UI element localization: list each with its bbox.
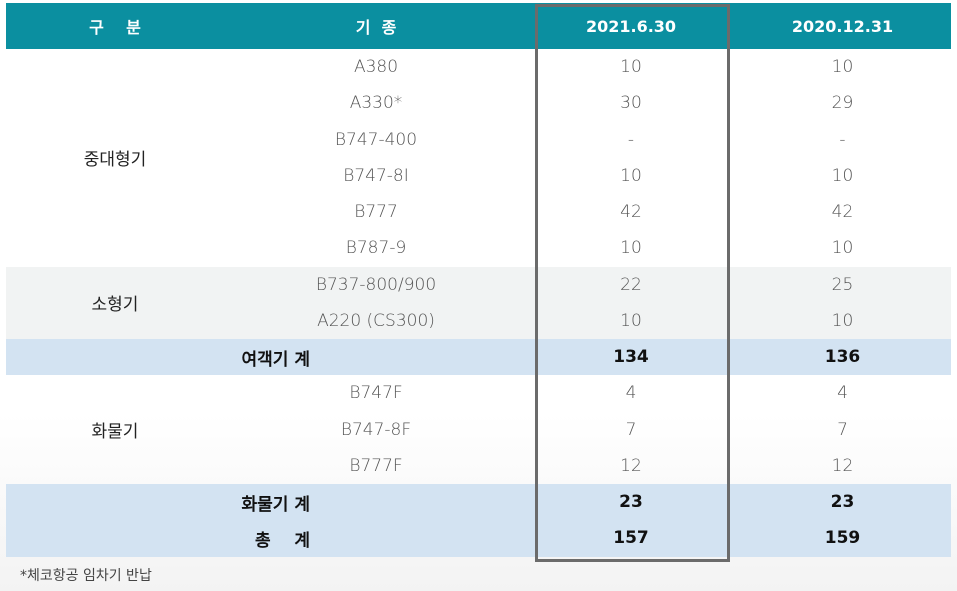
passenger-subtotal-row: 여객기 계 134 136 bbox=[6, 339, 951, 376]
cargo-subtotal-2021: 23 bbox=[528, 484, 734, 521]
count-2020-cell: 10 bbox=[831, 238, 854, 259]
table-row: 화물기 B747F 4 4 bbox=[6, 375, 951, 442]
count-2021-cell: 10 bbox=[528, 302, 734, 339]
grand-total-row: 총 계 157 159 bbox=[6, 520, 951, 557]
cargo-subtotal-label: 화물기 계 bbox=[6, 484, 528, 521]
count-2021-cell: 10 bbox=[620, 57, 642, 78]
table-row: 중대형기 A380 10 10 bbox=[6, 49, 951, 170]
aircraft-type-cell: B747F bbox=[349, 383, 403, 404]
group-label-cargo: 화물기 bbox=[91, 422, 139, 443]
aircraft-type-cell: A330* bbox=[349, 93, 403, 114]
passenger-subtotal-2020: 136 bbox=[734, 339, 951, 376]
group-label-narrowbody: 소형기 bbox=[6, 266, 224, 339]
header-category: 구 분 bbox=[89, 18, 141, 37]
aircraft-type-cell: B777 bbox=[354, 202, 398, 223]
count-2020-cell: 42 bbox=[831, 202, 854, 223]
grand-total-2021: 157 bbox=[528, 520, 734, 557]
fleet-table: 구 분 기 종 2021.6.30 2020.12.31 중대형기 A380 1… bbox=[6, 3, 951, 557]
table-row: B777 42 42 bbox=[6, 194, 951, 230]
header-date-2020: 2020.12.31 bbox=[791, 16, 894, 36]
aircraft-type-cell: B747-400 bbox=[334, 129, 418, 150]
aircraft-type-cell: B777F bbox=[349, 455, 403, 476]
count-2021-cell: 4 bbox=[625, 383, 637, 404]
aircraft-type-cell: B747-8F bbox=[340, 419, 412, 440]
count-2021-cell: 42 bbox=[620, 202, 642, 223]
table-row: B787-9 10 10 bbox=[6, 230, 951, 266]
aircraft-type-cell: B737-800/900 bbox=[224, 266, 528, 303]
table-header-row: 구 분 기 종 2021.6.30 2020.12.31 bbox=[6, 3, 951, 49]
passenger-subtotal-2021: 134 bbox=[528, 339, 734, 376]
count-2021-cell: - bbox=[627, 129, 635, 150]
table-row: B747-8I 10 10 bbox=[6, 158, 951, 194]
aircraft-type-cell: B747-8I bbox=[343, 165, 409, 186]
aircraft-type-cell: A380 bbox=[353, 57, 399, 78]
count-2021-cell: 10 bbox=[620, 165, 642, 186]
count-2020-cell: 10 bbox=[831, 57, 854, 78]
count-2021-cell: 10 bbox=[620, 238, 642, 259]
table-row: A220 (CS300) 10 10 bbox=[6, 302, 951, 339]
count-2020-cell: 10 bbox=[734, 302, 951, 339]
grand-total-2020: 159 bbox=[734, 520, 951, 557]
group-label-widebody: 중대형기 bbox=[83, 150, 147, 171]
aircraft-type-cell: A220 (CS300) bbox=[224, 302, 528, 339]
count-2020-cell: 25 bbox=[734, 266, 951, 303]
count-2021-cell: 7 bbox=[625, 419, 637, 440]
cargo-subtotal-2020: 23 bbox=[734, 484, 951, 521]
count-2020-cell: 12 bbox=[831, 455, 854, 476]
count-2021-cell: 12 bbox=[620, 455, 642, 476]
cargo-subtotal-row: 화물기 계 23 23 bbox=[6, 484, 951, 521]
table-row: B747-8F 7 7 bbox=[6, 412, 951, 448]
table-row: 소형기 B737-800/900 22 25 bbox=[6, 266, 951, 339]
count-2020-cell: 10 bbox=[831, 165, 854, 186]
count-2021-cell: 22 bbox=[528, 266, 734, 303]
count-2021-cell: 30 bbox=[620, 93, 642, 114]
table-row: B777F 12 12 bbox=[6, 448, 951, 484]
count-2020-cell: - bbox=[839, 129, 846, 150]
count-2020-cell: 4 bbox=[837, 383, 848, 404]
count-2020-cell: 7 bbox=[837, 419, 848, 440]
passenger-subtotal-label: 여객기 계 bbox=[6, 339, 528, 376]
aircraft-type-cell: B787-9 bbox=[345, 238, 407, 259]
header-date-2021: 2021.6.30 bbox=[585, 16, 677, 36]
count-2020-cell: 29 bbox=[831, 93, 854, 114]
table-row: A330* 30 29 bbox=[6, 85, 951, 121]
grand-total-label: 총 계 bbox=[6, 520, 528, 557]
footnote: *체코항공 임차기 반납 bbox=[20, 568, 152, 584]
table-row: B747-400 - - bbox=[6, 122, 951, 158]
header-aircraft-type: 기 종 bbox=[355, 18, 397, 37]
